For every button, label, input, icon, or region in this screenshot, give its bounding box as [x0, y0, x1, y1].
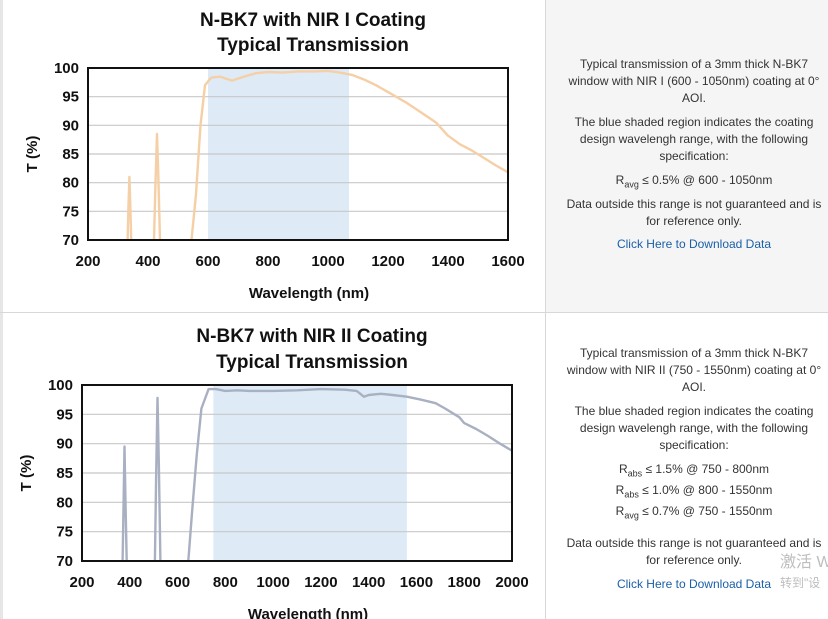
transmission-curve	[152, 132, 162, 241]
y-tick-label: 95	[56, 406, 73, 423]
y-axis-label: T (%)	[18, 455, 35, 492]
desc-shaded: The blue shaded region indicates the coa…	[574, 115, 814, 163]
spec-list: Rabs ≤ 1.5% @ 750 - 800nm Rabs ≤ 1.0% @ 8…	[560, 461, 828, 524]
x-tick-label: 400	[117, 574, 142, 591]
x-tick-label: 1000	[311, 253, 344, 270]
x-axis-label: Wavelength (nm)	[248, 606, 368, 619]
spec-line: Rabs ≤ 1.0% @ 800 - 1550nm	[615, 482, 773, 500]
desc-intro: Typical transmission of a 3mm thick N-BK…	[568, 57, 820, 105]
transmission-curve	[121, 445, 128, 562]
x-tick-label: 400	[135, 253, 160, 270]
description-nir-i: Typical transmission of a 3mm thick N-BK…	[546, 0, 828, 312]
transmission-curve	[187, 387, 513, 562]
x-tick-label: 200	[75, 253, 100, 270]
chart-cell-nir-i: N-BK7 with NIR I Coating Typical Transmis…	[3, 0, 546, 312]
desc-outside: Data outside this range is not guarantee…	[566, 197, 822, 228]
plot-frame	[87, 67, 509, 241]
x-tick-label: 1400	[431, 253, 464, 270]
activation-watermark-hint: 转到"设	[780, 576, 821, 590]
chart-subtitle: Typical Transmission	[216, 352, 408, 373]
y-tick-label: 75	[56, 524, 73, 541]
desc-intro: Typical transmission of a 3mm thick N-BK…	[566, 346, 822, 394]
x-tick-label: 200	[69, 574, 94, 591]
chart-title: N-BK7 with NIR I Coating	[200, 10, 426, 31]
desc-outside: Data outside this range is not guarantee…	[566, 536, 822, 567]
y-tick-label: 80	[62, 175, 79, 192]
desc-shaded: The blue shaded region indicates the coa…	[574, 404, 814, 452]
y-tick-label: 85	[56, 465, 73, 482]
y-tick-label: 100	[48, 377, 73, 394]
x-tick-label: 1600	[400, 574, 433, 591]
x-tick-label: 1200	[304, 574, 337, 591]
plot-frame	[81, 384, 513, 562]
y-tick-label: 75	[62, 203, 79, 220]
y-tick-label: 95	[62, 89, 79, 106]
x-tick-label: 1600	[491, 253, 524, 270]
x-tick-label: 600	[195, 253, 220, 270]
spec-line: Ravg ≤ 0.7% @ 750 - 1550nm	[615, 503, 773, 521]
chart-nir-i: N-BK7 with NIR I Coating Typical Transmis…	[24, 10, 525, 302]
x-axis-label: Wavelength (nm)	[249, 285, 369, 302]
activation-watermark: 激活 W	[780, 554, 828, 571]
x-tick-label: 1800	[448, 574, 481, 591]
chart-title: N-BK7 with NIR II Coating	[196, 326, 427, 347]
y-tick-label: 90	[62, 117, 79, 134]
y-tick-label: 90	[56, 436, 73, 453]
x-tick-label: 1200	[371, 253, 404, 270]
y-tick-label: 100	[54, 60, 79, 77]
spec-line: Ravg ≤ 0.5% @ 600 - 1050nm	[615, 173, 773, 190]
download-data-link[interactable]: Click Here to Download Data	[616, 237, 772, 251]
transmission-curve	[153, 396, 162, 562]
x-tick-label: 2000	[495, 574, 528, 591]
transmission-curve	[190, 69, 509, 241]
chart-subtitle: Typical Transmission	[217, 35, 409, 56]
x-tick-label: 800	[213, 574, 238, 591]
y-axis-label: T (%)	[24, 136, 41, 173]
chart-nir-ii: N-BK7 with NIR II Coating Typical Transmi…	[18, 326, 529, 619]
x-tick-label: 1400	[352, 574, 385, 591]
y-tick-label: 70	[62, 232, 79, 249]
download-data-link[interactable]: Click Here to Download Data	[616, 577, 772, 591]
description-nir-ii: Typical transmission of a 3mm thick N-BK…	[546, 313, 828, 619]
spec-line: Rabs ≤ 1.5% @ 750 - 800nm	[618, 462, 770, 479]
x-tick-label: 600	[165, 574, 190, 591]
x-tick-label: 800	[255, 253, 280, 270]
x-tick-label: 1000	[256, 574, 289, 591]
y-tick-label: 85	[62, 146, 79, 163]
y-tick-label: 70	[56, 553, 73, 570]
left-border	[0, 0, 3, 619]
chart-cell-nir-ii: N-BK7 with NIR II Coating Typical Transmi…	[3, 313, 546, 619]
transmission-curve	[126, 175, 133, 241]
spec-list: Ravg ≤ 0.5% @ 600 - 1050nm	[560, 172, 828, 193]
y-tick-label: 80	[56, 494, 73, 511]
row-nir-ii: N-BK7 with NIR II Coating Typical Transmi…	[0, 313, 828, 619]
row-nir-i: N-BK7 with NIR I Coating Typical Transmis…	[0, 0, 828, 313]
